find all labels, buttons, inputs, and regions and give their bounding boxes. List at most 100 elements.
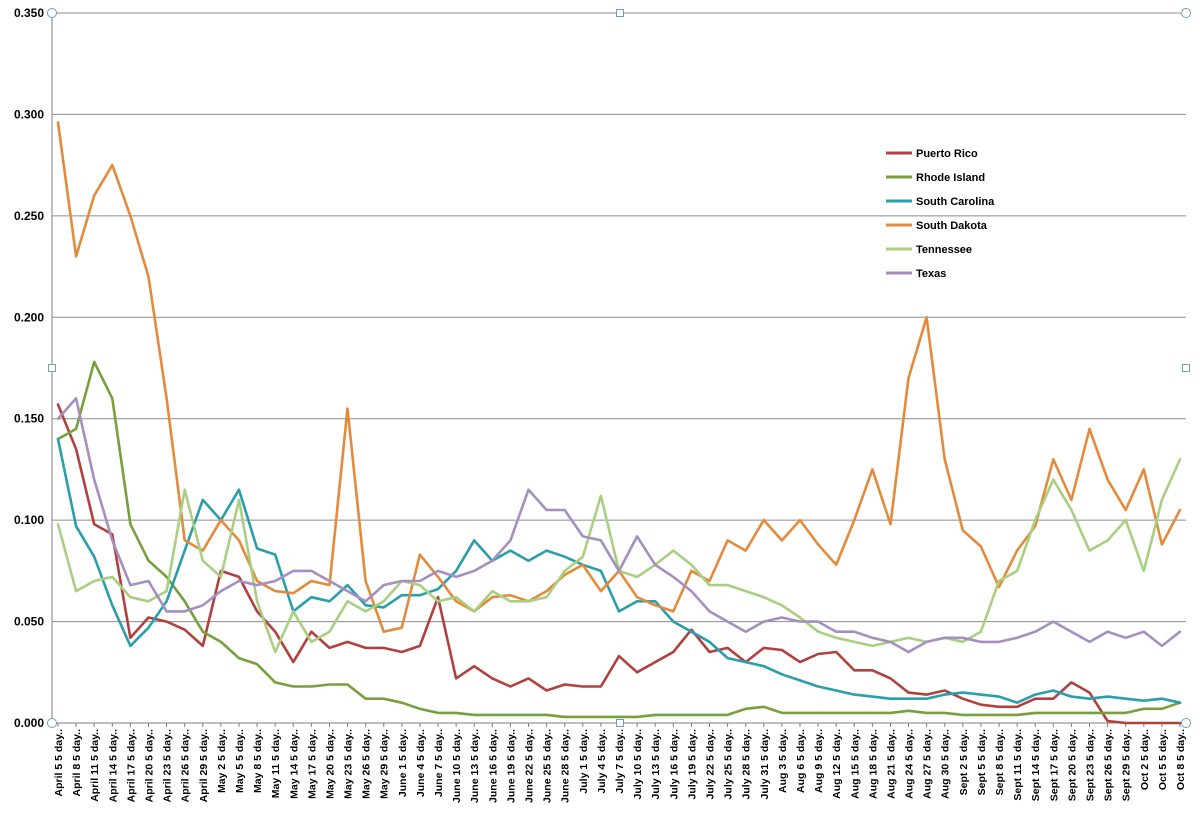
data-point	[1070, 695, 1073, 698]
side-resize-handle[interactable]	[616, 9, 624, 17]
data-point	[545, 714, 548, 716]
y-tick-label: 0.150	[14, 412, 44, 426]
data-point	[75, 255, 77, 258]
data-point	[292, 685, 295, 688]
data-point	[582, 716, 584, 718]
data-point	[708, 580, 711, 582]
data-point	[473, 714, 476, 716]
data-point	[781, 616, 783, 619]
data-point	[1161, 722, 1163, 724]
x-tick-label: July 1 5 day..	[578, 729, 590, 794]
data-point	[943, 637, 946, 639]
data-point	[57, 121, 59, 124]
data-point	[980, 630, 982, 633]
data-point	[491, 677, 494, 680]
data-point	[1052, 620, 1055, 623]
data-point	[401, 651, 403, 653]
y-tick-label: 0.250	[14, 209, 44, 223]
corner-resize-handle[interactable]	[1181, 718, 1191, 728]
data-point	[835, 630, 837, 633]
x-tick-label: June 1 5 day..	[397, 729, 409, 797]
data-point	[708, 714, 711, 716]
data-point	[962, 714, 964, 716]
data-point	[1124, 637, 1127, 639]
x-tick-label: April 8 5 day..	[71, 729, 83, 797]
data-point	[147, 580, 150, 582]
data-point	[328, 647, 331, 649]
legend: Puerto Rico Rhode Island South Carolina Sou…	[886, 148, 995, 280]
data-point	[1106, 539, 1109, 542]
data-point	[419, 553, 421, 556]
data-point	[274, 651, 276, 653]
data-point	[907, 637, 910, 639]
x-tick-label: Sept 11 5 day..	[1012, 729, 1024, 801]
data-point	[1143, 468, 1145, 471]
data-point	[600, 495, 602, 497]
series-south-carolina	[56, 437, 1182, 705]
data-point	[527, 714, 530, 716]
x-tick-label: June 25 5 day..	[542, 729, 554, 803]
x-tick-label: Aug 24 5 day..	[904, 729, 916, 799]
data-point	[455, 677, 457, 680]
side-resize-handle[interactable]	[1182, 364, 1190, 372]
data-point	[346, 600, 349, 603]
x-tick-label: July 28 5 day..	[741, 729, 753, 800]
data-point	[238, 657, 240, 659]
data-point	[889, 523, 892, 525]
data-point	[437, 570, 439, 572]
data-point	[238, 488, 240, 491]
data-point	[292, 570, 295, 572]
data-point	[600, 716, 602, 718]
side-resize-handle[interactable]	[48, 364, 56, 372]
data-point	[201, 549, 204, 552]
data-point	[1179, 509, 1181, 511]
data-point	[491, 590, 494, 592]
side-resize-handle[interactable]	[616, 719, 624, 727]
data-point	[1161, 645, 1163, 647]
x-tick-label: May 20 5 day..	[324, 729, 336, 799]
data-point	[762, 647, 765, 649]
corner-resize-handle[interactable]	[1181, 8, 1191, 18]
data-point	[401, 701, 403, 704]
data-point	[129, 523, 132, 525]
data-point	[726, 539, 729, 542]
data-point	[1088, 697, 1091, 700]
data-point	[998, 705, 1000, 708]
data-point	[382, 697, 385, 700]
data-point	[401, 594, 403, 596]
data-point	[582, 685, 584, 688]
data-point	[907, 710, 910, 712]
selection-handles[interactable]	[47, 8, 1191, 728]
corner-resize-handle[interactable]	[47, 8, 57, 18]
data-point	[328, 630, 331, 633]
data-point	[1088, 641, 1091, 643]
data-point	[871, 637, 874, 639]
x-tick-label: Aug 27 5 day..	[922, 729, 934, 799]
data-point	[382, 630, 385, 633]
data-point	[853, 641, 856, 643]
data-point	[672, 610, 675, 613]
data-point	[672, 714, 675, 716]
data-point	[310, 580, 313, 582]
x-tick-label: Aug 30 5 day..	[940, 729, 952, 799]
data-point	[1088, 691, 1091, 694]
data-point	[129, 645, 132, 647]
x-tick-label: Sept 20 5 day..	[1066, 729, 1078, 801]
series-tennessee	[56, 457, 1182, 654]
data-point	[111, 604, 114, 607]
data-point	[853, 693, 856, 696]
x-tick-label: May 14 5 day..	[288, 729, 300, 799]
data-point	[817, 712, 819, 714]
data-point	[980, 641, 982, 643]
data-point	[943, 712, 946, 714]
x-axis-tick-labels: April 5 5 day.. April 8 5 day.. April 11 5…	[53, 723, 1187, 803]
corner-resize-handle[interactable]	[47, 718, 57, 728]
data-point	[1034, 697, 1037, 700]
gridlines	[51, 12, 1186, 724]
data-point	[256, 580, 258, 582]
data-point	[980, 703, 982, 706]
x-tick-label: May 2 5 day..	[216, 729, 228, 793]
data-point	[382, 606, 385, 609]
data-point	[328, 580, 331, 582]
data-point	[1161, 708, 1163, 710]
